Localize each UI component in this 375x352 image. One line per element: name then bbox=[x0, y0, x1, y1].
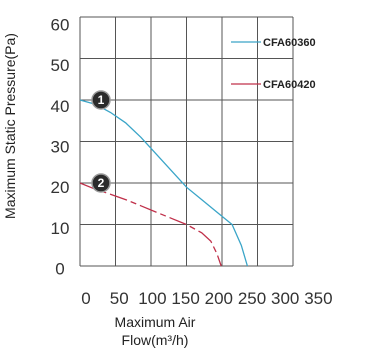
x-tick-label: 0 bbox=[81, 289, 90, 308]
tick-labels: 0 50 100 150 200 250 300 350 0 10 20 30 40 50 60 bbox=[51, 15, 333, 308]
y-tick-label: 10 bbox=[51, 219, 70, 238]
series-marker-label: 1 bbox=[98, 93, 105, 107]
x-tick-label: 350 bbox=[304, 289, 332, 308]
x-tick-label: 100 bbox=[138, 289, 166, 308]
y-tick-label: 30 bbox=[51, 137, 70, 156]
x-tick-label: 150 bbox=[171, 289, 199, 308]
series-line-CFA60360 bbox=[79, 99, 249, 267]
markers: 12 bbox=[91, 90, 111, 193]
series-marker bbox=[91, 90, 111, 110]
y-tick-label: 0 bbox=[55, 259, 64, 278]
series-layer bbox=[79, 99, 249, 267]
grid bbox=[79, 16, 294, 267]
series-line-CFA60420 bbox=[79, 182, 222, 267]
x-tick-label: 200 bbox=[205, 289, 233, 308]
y-tick-label: 40 bbox=[51, 97, 70, 116]
legend: CFA60360 CFA60420 bbox=[231, 37, 316, 91]
series-marker bbox=[91, 173, 111, 193]
x-axis-title-line2: Flow(m³/h) bbox=[122, 332, 189, 348]
x-tick-label: 250 bbox=[238, 289, 266, 308]
legend-label: CFA60420 bbox=[263, 79, 316, 91]
y-tick-label: 20 bbox=[51, 178, 70, 197]
x-axis-title-line1: Maximum Air bbox=[115, 314, 196, 330]
x-tick-label: 50 bbox=[110, 289, 129, 308]
legend-label: CFA60360 bbox=[263, 37, 316, 49]
y-tick-label: 60 bbox=[51, 15, 70, 34]
y-tick-label: 50 bbox=[51, 56, 70, 75]
series-marker-label: 2 bbox=[98, 176, 105, 190]
x-tick-label: 300 bbox=[271, 289, 299, 308]
y-axis-title: Maximum Static Pressure(Pa) bbox=[2, 33, 18, 219]
